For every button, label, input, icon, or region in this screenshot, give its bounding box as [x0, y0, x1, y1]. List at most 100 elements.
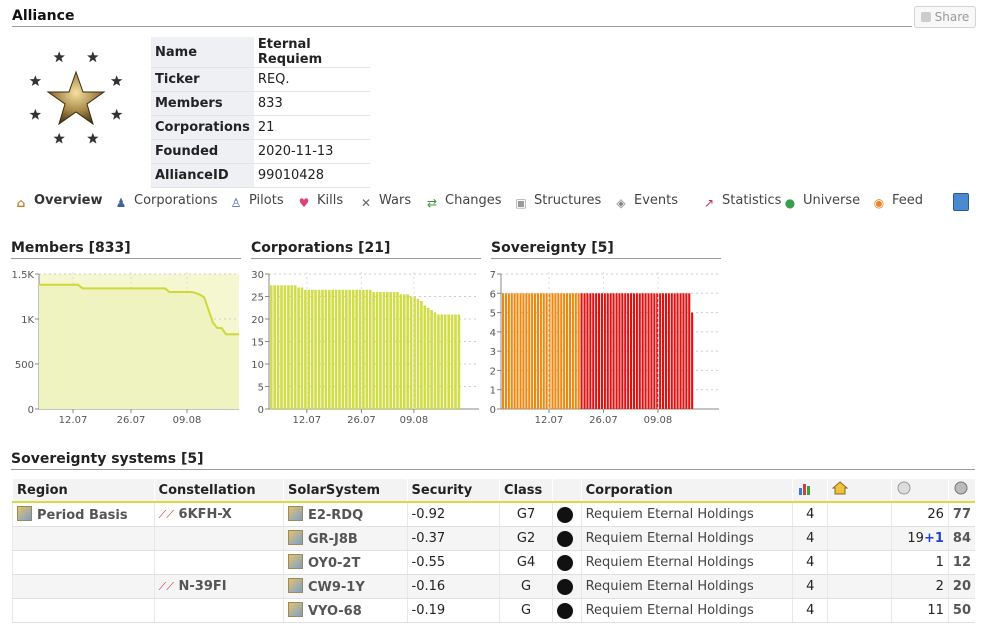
corp-logo-cell[interactable]: [552, 574, 582, 599]
corporations-bar: [416, 298, 420, 410]
sovereignty-bar: [563, 293, 566, 409]
corporation-link[interactable]: Requiem Eternal Holdings: [585, 555, 754, 570]
system-link[interactable]: CW9-1Y: [307, 580, 365, 595]
region-cell[interactable]: Period Basis: [12, 502, 155, 527]
corporation-logo-icon[interactable]: [557, 578, 574, 595]
corp-logo-cell[interactable]: [552, 502, 582, 527]
system-link[interactable]: VYO-68: [307, 604, 362, 619]
corp-logo-cell[interactable]: [552, 550, 582, 575]
planets-cell: 11: [890, 598, 949, 623]
constellation-link[interactable]: 6KFH-X: [178, 507, 232, 522]
tab-statistics[interactable]: ↗ Statistics: [701, 193, 781, 211]
tab-events[interactable]: ◈ Events: [613, 193, 678, 211]
corporation-cell[interactable]: Requiem Eternal Holdings: [580, 598, 793, 623]
planet-icon: [953, 481, 969, 495]
constellation-cell[interactable]: ⟋⟋ 6KFH-X: [153, 502, 284, 527]
planets-delta: +1: [923, 531, 944, 546]
col-planets[interactable]: [890, 479, 949, 503]
tab-structures[interactable]: ▣ Structures: [513, 193, 601, 211]
sovereignty-bar: [583, 293, 586, 409]
corporation-link[interactable]: Requiem Eternal Holdings: [585, 531, 754, 546]
info-value: 99010428: [253, 163, 370, 188]
sovereignty-bar: [510, 293, 513, 409]
sovereignty-bar: [531, 293, 534, 409]
table-row: VYO-68 -0.19 G Requiem Eternal Holdings 4 11 5…: [12, 598, 975, 623]
col-corporation[interactable]: Corporation: [580, 479, 793, 503]
system-cell[interactable]: OY0-2T: [282, 550, 408, 575]
security-cell: -0.19: [406, 598, 500, 623]
system-icon: [287, 554, 303, 569]
col-stats[interactable]: [792, 479, 828, 503]
sov-chart-divider: [491, 258, 721, 259]
share-button[interactable]: Share: [914, 6, 976, 28]
system-cell[interactable]: VYO-68: [282, 598, 408, 623]
corporations-bar: [389, 292, 392, 409]
corporations-bar: [283, 285, 287, 410]
sovereignty-bar: [609, 293, 612, 409]
tab-overview[interactable]: ⌂ Overview: [13, 193, 103, 211]
corporation-logo-icon[interactable]: [557, 506, 574, 523]
stations-cell: [827, 574, 892, 599]
system-link[interactable]: OY0-2T: [307, 556, 361, 571]
tab-feed[interactable]: ◉ Feed: [871, 193, 923, 211]
corporations-bar: [304, 289, 307, 410]
tab-kills[interactable]: ♥ Kills: [296, 193, 344, 211]
corporation-logo-icon[interactable]: [557, 530, 574, 547]
corps-chart-divider: [251, 258, 481, 259]
tab-label: Universe: [803, 193, 861, 208]
constellation-icon: ⟋⟋: [158, 508, 174, 521]
corporations-bar: [440, 314, 444, 409]
corporation-cell[interactable]: Requiem Eternal Holdings: [580, 550, 793, 575]
col-class[interactable]: Class: [499, 479, 553, 503]
region-link[interactable]: Period Basis: [37, 508, 128, 523]
col-moons[interactable]: [947, 479, 975, 503]
x-tick-label: 09.08: [400, 415, 429, 426]
sovereignty-bar: [577, 293, 580, 409]
col-stations[interactable]: [827, 479, 892, 503]
small-star-icon: [29, 108, 42, 120]
tab-universe[interactable]: ● Universe: [782, 193, 860, 211]
export-icon[interactable]: [953, 193, 969, 211]
corp-logo-cell[interactable]: [552, 526, 582, 551]
constellation-link[interactable]: N-39FI: [178, 579, 227, 594]
corporation-link[interactable]: Requiem Eternal Holdings: [585, 579, 754, 594]
tab-changes[interactable]: ⇄ Changes: [424, 193, 502, 211]
corporation-link[interactable]: Requiem Eternal Holdings: [585, 603, 754, 618]
system-link[interactable]: GR-J8B: [307, 532, 358, 547]
corporation-cell[interactable]: Requiem Eternal Holdings: [580, 502, 793, 527]
y-tick-label: 10: [251, 360, 264, 371]
sovereignty-bar: [664, 293, 667, 409]
corporations-bar: [426, 307, 430, 410]
col-security[interactable]: Security: [406, 479, 500, 503]
system-cell[interactable]: E2-RDQ: [282, 502, 408, 527]
system-cell[interactable]: GR-J8B: [282, 526, 408, 551]
corporation-cell[interactable]: Requiem Eternal Holdings: [580, 526, 793, 551]
corporation-logo-icon[interactable]: [557, 602, 574, 619]
tab-corporations[interactable]: ♟ Corporations: [113, 193, 218, 211]
col-region[interactable]: Region: [12, 479, 155, 503]
tab-wars[interactable]: ✕ Wars: [358, 193, 411, 211]
system-cell[interactable]: CW9-1Y: [282, 574, 408, 599]
constellation-cell[interactable]: ⟋⟋ N-39FI: [153, 574, 284, 599]
sovereignty-bar: [670, 293, 673, 409]
sovereignty-bar: [545, 293, 548, 409]
corporation-cell[interactable]: Requiem Eternal Holdings: [580, 574, 793, 599]
corporations-bar: [437, 314, 440, 409]
corporations-bar: [276, 285, 280, 410]
planets-count: 1: [935, 555, 944, 570]
corporation-link[interactable]: Requiem Eternal Holdings: [585, 507, 754, 522]
house-icon: ⌂: [16, 196, 26, 210]
sovereignty-bar: [560, 293, 563, 409]
y-tick-label: 0: [490, 405, 496, 416]
system-link[interactable]: E2-RDQ: [307, 508, 364, 523]
sovereignty-bar: [667, 293, 670, 409]
col-solarsystem[interactable]: SolarSystem: [282, 479, 408, 503]
corporations-bar: [423, 305, 427, 409]
corp-logo-cell[interactable]: [552, 598, 582, 623]
col-constellation[interactable]: Constellation: [153, 479, 284, 503]
corporations-bar: [358, 289, 362, 410]
tab-pilots[interactable]: ♙ Pilots: [228, 193, 284, 211]
corporation-logo-icon[interactable]: [557, 554, 574, 571]
constellation-cell: [153, 598, 284, 623]
y-tick-label: 0: [28, 405, 34, 416]
